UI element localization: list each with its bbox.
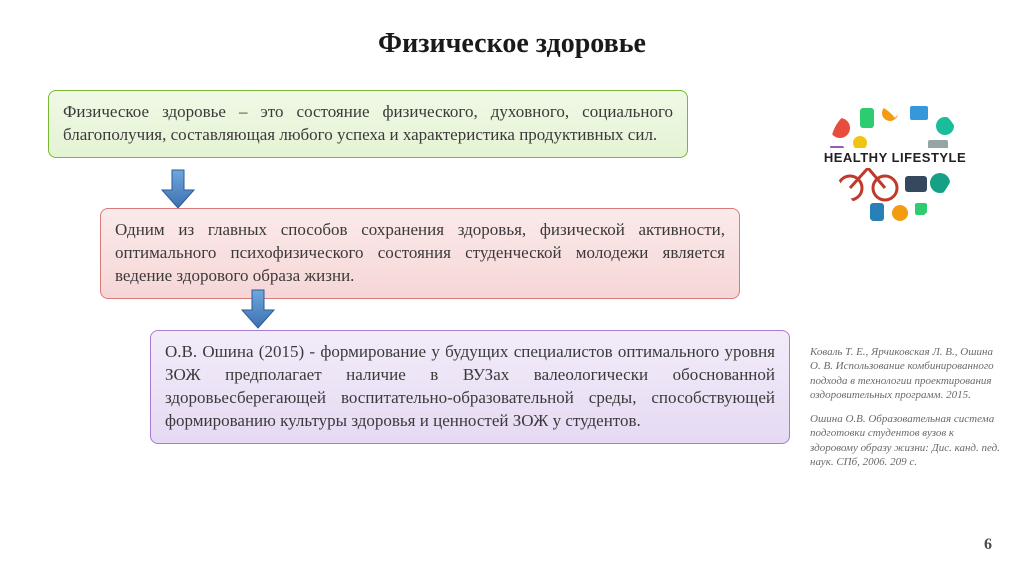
research-text: О.В. Ошина (2015) - формирование у будущ… — [165, 342, 775, 430]
research-box: О.В. Ошина (2015) - формирование у будущ… — [150, 330, 790, 444]
citations-block: Коваль Т. Е., Ярчиковская Л. В., Ошина О… — [810, 345, 1000, 479]
definition-text: Физическое здоровье – это состояние физи… — [63, 102, 673, 144]
heart-icon — [810, 88, 980, 248]
method-box: Одним из главных способов сохранения здо… — [100, 208, 740, 299]
healthy-lifestyle-illustration: HEALTHY LIFESTYLE — [810, 88, 980, 248]
citation-2: Ошина О.В. Образовательная система подго… — [810, 412, 1000, 469]
arrow-1 — [160, 168, 196, 210]
slide-title: Физическое здоровье — [0, 28, 1024, 60]
page-number: 6 — [984, 536, 992, 554]
title-text: Физическое здоровье — [378, 28, 646, 59]
arrow-2 — [240, 288, 276, 330]
definition-box: Физическое здоровье – это состояние физи… — [48, 90, 688, 158]
citation-1: Коваль Т. Е., Ярчиковская Л. В., Ошина О… — [810, 345, 1000, 402]
heart-label: HEALTHY LIFESTYLE — [810, 150, 980, 165]
method-text: Одним из главных способов сохранения здо… — [115, 220, 725, 285]
